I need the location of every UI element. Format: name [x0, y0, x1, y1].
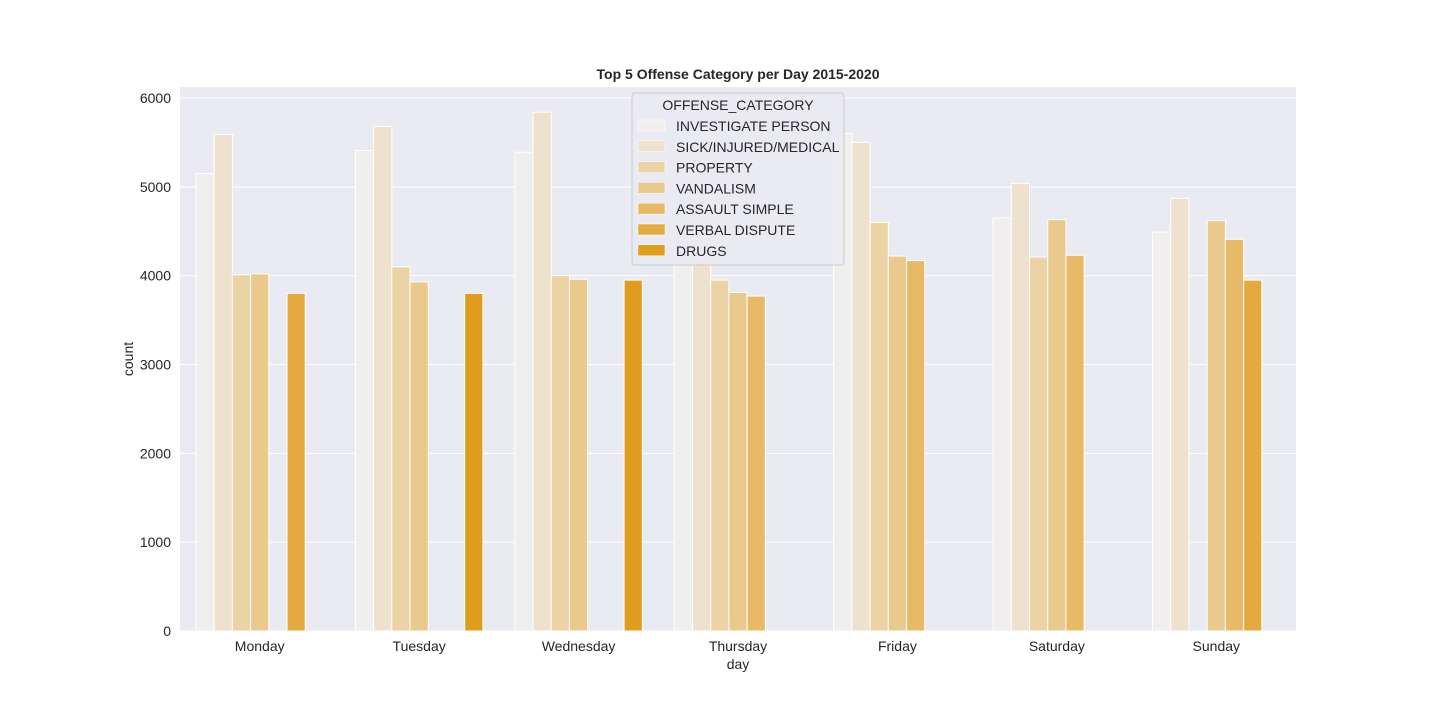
- bar: [409, 281, 429, 632]
- x-tick-label: Tuesday: [393, 638, 446, 654]
- legend-label: VANDALISM: [676, 180, 756, 196]
- legend: OFFENSE_CATEGORY INVESTIGATE PERSON SICK/…: [631, 92, 845, 266]
- bar: [568, 278, 589, 632]
- y-axis-ticks: 0 1000 2000 3000 4000 5000 6000: [140, 90, 171, 639]
- x-tick-label: Friday: [878, 638, 917, 654]
- bars: [195, 111, 1263, 632]
- bar: [250, 273, 270, 632]
- legend-swatch: [637, 223, 666, 236]
- x-axis-ticks: Monday Tuesday Wednesday Thursday Friday Satu…: [235, 638, 1240, 654]
- bar: [1243, 279, 1263, 632]
- legend-label: DRUGS: [676, 243, 727, 259]
- y-tick-label: 2000: [140, 445, 171, 461]
- x-tick-label: Monday: [235, 638, 285, 654]
- bar: [691, 257, 712, 632]
- chart-title: Top 5 Offense Category per Day 2015-2020: [597, 66, 880, 82]
- legend-label: PROPERTY: [676, 160, 753, 176]
- y-tick-label: 4000: [140, 268, 171, 284]
- bar: [1029, 256, 1049, 632]
- bar: [213, 133, 233, 632]
- x-tick-label: Saturday: [1029, 638, 1085, 654]
- legend-swatch: [637, 202, 666, 215]
- legend-label: ASSAULT SIMPLE: [676, 201, 794, 217]
- y-tick-label: 3000: [140, 357, 171, 373]
- bar: [1224, 238, 1245, 632]
- x-tick-label: Thursday: [709, 638, 767, 654]
- legend-swatch: [637, 161, 666, 173]
- bar: [1206, 220, 1226, 632]
- bar: [869, 221, 889, 632]
- bar: [231, 274, 252, 632]
- bar: [1047, 219, 1067, 632]
- bar: [195, 173, 215, 632]
- legend-swatch: [637, 182, 666, 194]
- bar: [464, 292, 484, 632]
- legend-box: [631, 92, 845, 266]
- y-tick-label: 5000: [140, 179, 171, 195]
- y-axis-label: count: [120, 342, 136, 376]
- legend-swatch: [637, 244, 666, 257]
- legend-label: VERBAL DISPUTE: [676, 222, 795, 238]
- y-tick-label: 6000: [140, 90, 171, 106]
- bar: [673, 259, 693, 632]
- bar: [992, 217, 1012, 632]
- bar: [373, 125, 393, 632]
- bar: [887, 255, 908, 632]
- legend-items: INVESTIGATE PERSON SICK/INJURED/MEDICAL PR…: [637, 118, 840, 259]
- legend-title: OFFENSE_CATEGORY: [662, 97, 814, 113]
- bar: [286, 292, 306, 632]
- legend-swatch: [637, 119, 666, 132]
- legend-label: INVESTIGATE PERSON: [676, 118, 831, 134]
- bar: [710, 279, 730, 632]
- bar: [1170, 197, 1190, 632]
- x-axis-label: day: [727, 656, 750, 672]
- bar: [906, 260, 926, 632]
- y-tick-label: 0: [163, 623, 171, 639]
- bar: [728, 292, 748, 632]
- bar: [354, 149, 375, 632]
- legend-label: SICK/INJURED/MEDICAL: [676, 139, 840, 155]
- bar: [391, 266, 411, 632]
- legend-swatch: [637, 140, 666, 153]
- bar: [746, 295, 766, 632]
- x-tick-label: Wednesday: [542, 638, 616, 654]
- bar: [851, 141, 871, 632]
- bar: [1065, 254, 1085, 632]
- bar: [1010, 182, 1031, 632]
- bar: [623, 279, 643, 632]
- x-tick-label: Sunday: [1193, 638, 1240, 654]
- bar: [1152, 231, 1172, 632]
- y-tick-label: 1000: [140, 534, 171, 550]
- bar: [532, 111, 552, 632]
- bar: [514, 151, 534, 632]
- bar: [550, 275, 570, 632]
